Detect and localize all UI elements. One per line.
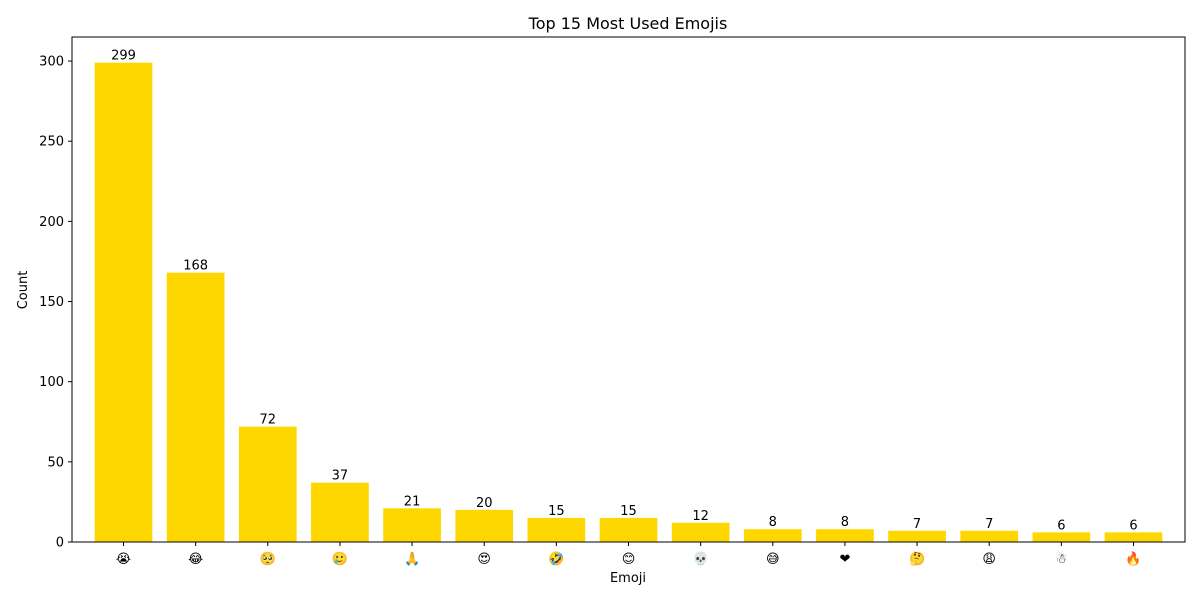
y-axis: 0 50 100 150 200 250 300 [39,55,72,551]
value-label-1: 299 [111,49,136,64]
bar-1 [94,62,153,543]
x-tick-label-12: 🤔 [909,551,925,567]
x-tick-label-4: 🥲 [332,551,348,567]
value-label-13: 7 [985,517,993,532]
bar-8 [599,517,658,542]
x-tick-label-7: 🤣 [547,551,564,567]
value-label-8: 15 [620,504,637,519]
bar-7 [527,517,586,542]
bar-13 [960,530,1019,542]
x-tick-label-6: 😍 [477,552,491,567]
x-tick-label-8: 😊 [622,552,636,567]
bar-4 [311,482,369,542]
value-label-12: 7 [913,517,921,532]
chart-title: Top 15 Most Used Emojis [528,14,728,33]
y-tick-label-7: 300 [39,55,64,70]
x-tick-label-10: 😅 [766,552,780,567]
x-tick-label-11: ❤ [839,552,850,567]
value-label-2: 168 [183,259,208,274]
value-labels-group: 299 168 72 37 21 20 15 15 12 8 8 7 7 6 6 [111,49,1138,534]
bar-10 [743,529,802,542]
value-label-14: 6 [1057,518,1065,533]
x-tick-label-15: 🔥 [1125,551,1141,567]
bar-6 [455,509,514,542]
y-tick-label-2: 50 [47,455,64,470]
y-tick-label-6: 250 [39,135,64,150]
x-tick-label-13: 😩 [982,552,996,567]
y-tick-label-5: 200 [39,215,64,230]
bar-5 [383,508,441,542]
value-label-9: 12 [692,509,709,524]
value-label-10: 8 [769,515,777,530]
x-tick-label-14: ☃ [1056,550,1068,567]
bar-2 [166,272,225,542]
plot-frame [71,36,1186,543]
bar-14 [1032,532,1091,542]
x-tick-label-3: 🥺 [260,551,276,567]
x-axis: 😭 😂 🥺 🥲 🙏 😍 🤣 😊 💀 😅 ❤ 🤔 😩 ☃ 🔥 [116,542,1142,567]
value-label-5: 21 [404,494,421,509]
x-axis-label: Emoji [610,571,646,586]
x-tick-label-5: 🙏 [404,551,420,567]
bar-11 [816,529,874,542]
x-tick-label-2: 😂 [188,552,203,567]
x-tick-label-1: 😭 [116,552,131,567]
bar-3 [238,426,297,542]
value-label-11: 8 [841,515,849,530]
value-label-6: 20 [476,496,493,511]
bars-group [94,62,1163,543]
x-tick-label-9: 💀 [693,551,709,567]
y-tick-label-1: 0 [56,536,64,551]
value-label-15: 6 [1129,518,1137,533]
y-tick-label-4: 150 [39,295,64,310]
value-label-3: 72 [260,413,277,428]
value-label-7: 15 [548,504,565,519]
value-label-4: 37 [332,469,349,484]
y-axis-label: Count [16,271,31,310]
bar-9 [671,522,730,542]
y-tick-label-3: 100 [39,375,64,390]
bar-12 [888,530,946,542]
bar-15 [1104,532,1163,542]
